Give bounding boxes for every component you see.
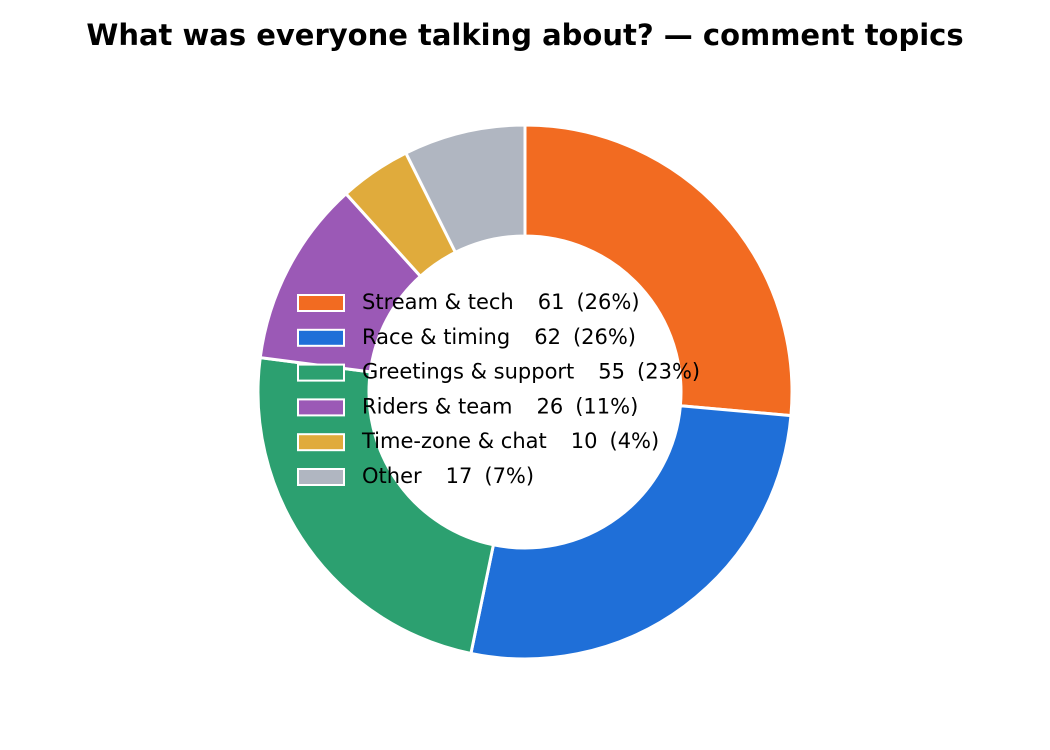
legend-share: (4%)	[610, 429, 660, 453]
legend-swatch	[297, 294, 345, 312]
legend-swatch	[297, 433, 345, 452]
legend-swatch	[297, 468, 345, 486]
legend-share: (23%)	[637, 360, 700, 384]
legend-value: 10	[571, 429, 598, 453]
donut-slice	[469, 404, 793, 661]
legend-label: Stream & tech	[362, 290, 514, 314]
legend-label: Greetings & support	[362, 360, 574, 384]
donut-slice	[256, 355, 496, 656]
legend-value: 61	[538, 290, 565, 314]
legend-share: (7%)	[484, 464, 534, 488]
legend-share: (11%)	[575, 394, 638, 418]
legend-label: Race & timing	[362, 325, 510, 349]
donut-slice	[523, 123, 794, 418]
legend-label: Time-zone & chat	[361, 429, 547, 453]
legend-value: 17	[446, 464, 473, 488]
legend-label: Other	[362, 464, 422, 488]
chart-title: What was everyone talking about? — comme…	[86, 18, 963, 52]
legend-value: 26	[536, 394, 563, 418]
legend-value: 62	[534, 325, 561, 349]
donut-slice	[403, 123, 527, 255]
legend-value: 55	[598, 360, 625, 384]
legend-share: (26%)	[576, 290, 639, 314]
legend-swatch	[297, 363, 345, 382]
legend-swatch	[297, 328, 345, 347]
legend-label: Riders & team	[362, 394, 512, 418]
legend-swatch	[297, 398, 345, 417]
legend-share: (26%)	[573, 325, 636, 349]
